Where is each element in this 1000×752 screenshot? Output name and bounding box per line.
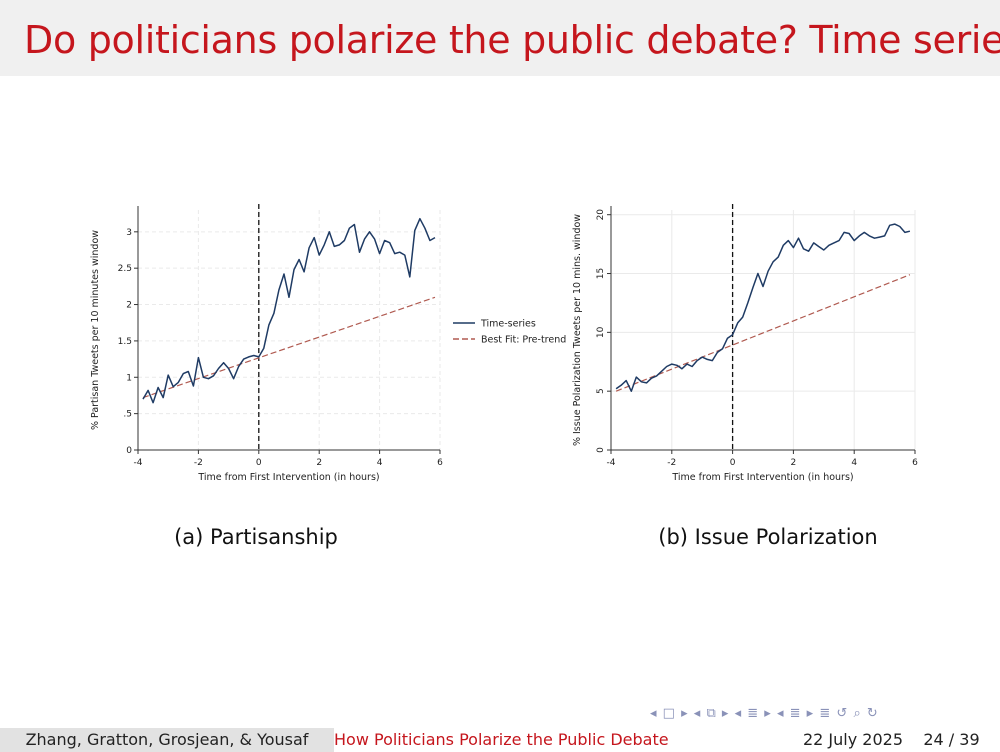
- x-tick-label: -4: [134, 458, 143, 468]
- y-axis-label: % Partisan Tweets per 10 minutes window: [90, 230, 101, 430]
- x-tick-label: 4: [851, 458, 857, 468]
- y-tick-label: .5: [123, 410, 132, 420]
- y-tick-label: 0: [126, 446, 132, 456]
- x-axis-label: Time from First Intervention (in hours): [197, 472, 379, 483]
- footer-page-number: 24 / 39: [903, 728, 1000, 752]
- series-line-best-fit-pre-trend: [142, 296, 436, 399]
- nav-search-icon[interactable]: ⌕: [853, 706, 862, 721]
- footer-short-title: How Politicians Polarize the Public Deba…: [334, 728, 669, 752]
- caption-issue-polarization: (b) Issue Polarization: [658, 525, 878, 549]
- footer: Zhang, Gratton, Grosjean, & Yousaf How P…: [0, 728, 1000, 752]
- y-tick-label: 3: [126, 228, 132, 238]
- nav-redo-icon[interactable]: ↻: [866, 706, 879, 721]
- series-line-best-fit-pre-trend: [615, 274, 911, 392]
- caption-partisanship: (a) Partisanship: [174, 525, 338, 549]
- x-axis-label: Time from First Intervention (in hours): [671, 472, 853, 483]
- footer-date: 22 July 2025: [668, 728, 903, 752]
- x-tick-label: 4: [377, 458, 383, 468]
- x-tick-label: 0: [730, 458, 736, 468]
- nav-next-section-icon[interactable]: ▸: [764, 706, 772, 721]
- chart-partisanship: 0 .5 1 1.5 2 2.5 3 -4 -2 0 2 4 6 Time from First Inte…: [90, 204, 566, 483]
- nav-prev-icon[interactable]: ◂: [650, 706, 658, 721]
- legend-label: Time-series: [480, 319, 536, 330]
- x-tick-label: -2: [194, 458, 203, 468]
- y-tick-label: 2.5: [118, 264, 132, 274]
- y-tick-label: 2: [126, 301, 132, 311]
- nav-next-icon[interactable]: ▸: [681, 706, 689, 721]
- nav-toc-icon[interactable]: ≣: [819, 706, 832, 721]
- legend-label: Best Fit: Pre-trend: [481, 335, 566, 346]
- x-tick-label: 6: [437, 458, 443, 468]
- nav-next-part-icon[interactable]: ▸: [806, 706, 815, 721]
- nav-section-icon[interactable]: ≣: [747, 706, 760, 721]
- slide-title: Do politicians polarize the public debat…: [24, 18, 1000, 62]
- chart-issue-polarization: 0 5 10 15 20 -4 -2 0 2 4 6 Time from First Interven…: [572, 204, 918, 483]
- nav-undo-icon[interactable]: ↺: [836, 706, 849, 721]
- series-line-time-series: [615, 223, 911, 392]
- nav-prev-section-icon[interactable]: ◂: [734, 706, 743, 721]
- series-line-time-series: [142, 217, 436, 404]
- title-bar: Do politicians polarize the public debat…: [0, 0, 1000, 76]
- y-tick-label: 15: [596, 268, 606, 279]
- footer-authors: Zhang, Gratton, Grosjean, & Yousaf: [0, 728, 334, 752]
- y-tick-label: 20: [596, 209, 606, 221]
- nav-frame-icon[interactable]: □: [662, 706, 676, 721]
- nav-next-subsection-icon[interactable]: ▸: [721, 706, 730, 721]
- x-tick-label: 2: [316, 458, 322, 468]
- beamer-navigation[interactable]: ◂ □ ▸ ◂ ⧉ ▸ ◂ ≣ ▸ ◂ ≣ ▸ ≣ ↺ ⌕ ↻: [650, 706, 995, 724]
- y-tick-label: 10: [596, 326, 606, 338]
- nav-prev-subsection-icon[interactable]: ◂: [693, 706, 702, 721]
- nav-prev-part-icon[interactable]: ◂: [776, 706, 785, 721]
- y-tick-label: 1.5: [118, 337, 132, 347]
- y-tick-label: 5: [596, 388, 606, 394]
- x-tick-label: 0: [256, 458, 262, 468]
- x-tick-label: 6: [912, 458, 918, 468]
- x-tick-label: -4: [607, 458, 616, 468]
- x-tick-label: -2: [667, 458, 676, 468]
- nav-subsection-icon[interactable]: ⧉: [706, 706, 717, 721]
- y-tick-label: 0: [596, 447, 606, 453]
- nav-part-icon[interactable]: ≣: [789, 706, 802, 721]
- y-axis-label: % Issue Polarization Tweets per 10 mins.…: [572, 214, 583, 446]
- x-tick-label: 2: [791, 458, 797, 468]
- y-tick-label: 1: [126, 373, 132, 383]
